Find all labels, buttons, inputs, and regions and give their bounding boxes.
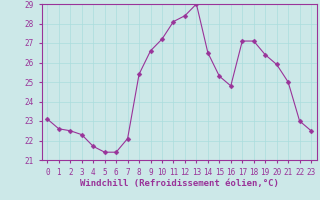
X-axis label: Windchill (Refroidissement éolien,°C): Windchill (Refroidissement éolien,°C) [80,179,279,188]
